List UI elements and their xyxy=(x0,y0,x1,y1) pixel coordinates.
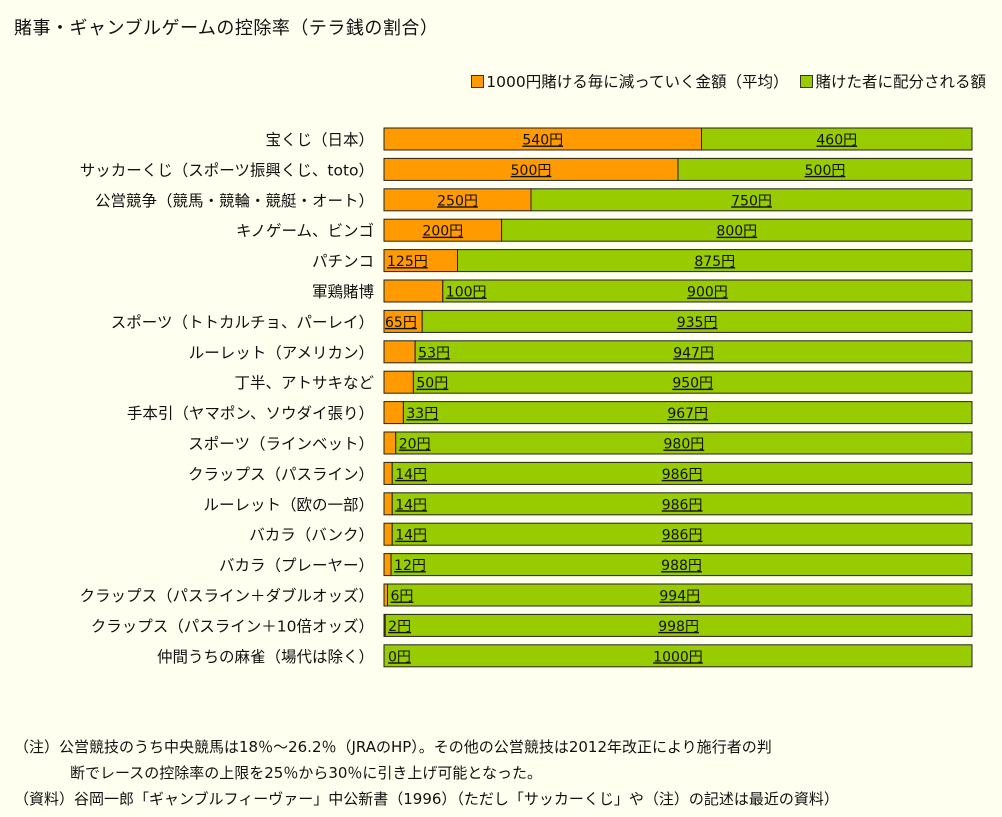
bar-player xyxy=(391,461,973,485)
category-label: クラップス（パスライン） xyxy=(188,465,374,483)
value-label-player: 750円 xyxy=(731,193,772,209)
value-label-house: 200円 xyxy=(422,224,463,240)
value-label-player: 500円 xyxy=(805,163,846,179)
bar-house xyxy=(383,340,416,364)
legend-swatch-house xyxy=(471,74,485,88)
value-label-house: 53円 xyxy=(418,345,450,361)
value-label-player: 950円 xyxy=(672,376,713,392)
chart-title: 賭事・ギャンブルゲームの控除率（テラ銭の割合） xyxy=(14,18,439,39)
bar-player xyxy=(402,401,973,425)
legend-item-house: 1000円賭ける毎に減っていく金額（平均） xyxy=(471,70,788,92)
bar-player xyxy=(421,309,973,333)
value-label-player: 980円 xyxy=(664,437,705,453)
value-label-house: 500円 xyxy=(511,163,552,179)
category-label: 仲間うちの麻雀（場代は除く） xyxy=(157,648,374,666)
category-label: ルーレット（欧の一部） xyxy=(203,496,374,514)
bar-player xyxy=(395,431,973,455)
bar-house xyxy=(383,370,414,394)
category-label: 公営競争（競馬・競輪・競艇・オート） xyxy=(95,192,374,210)
bar-player xyxy=(391,492,973,516)
value-label-house: 14円 xyxy=(395,528,427,544)
value-label-house: 33円 xyxy=(406,406,438,422)
value-label-house: 6円 xyxy=(391,589,414,605)
value-label-house: 2円 xyxy=(388,619,411,635)
bar-house xyxy=(383,401,404,425)
value-label-player: 994円 xyxy=(659,589,700,605)
value-label-player: 800円 xyxy=(716,224,757,240)
category-label: バカラ（バンク） xyxy=(249,526,374,544)
category-label: サッカーくじ（スポーツ振興くじ、toto） xyxy=(80,161,374,179)
bar-house xyxy=(383,461,393,485)
value-label-house: 65円 xyxy=(385,315,417,331)
value-label-house: 540円 xyxy=(522,133,563,149)
category-label: 宝くじ（日本） xyxy=(265,131,374,149)
bar-player xyxy=(412,370,973,394)
value-label-player: 1000円 xyxy=(653,649,703,665)
value-label-player: 460円 xyxy=(816,133,857,149)
legend-swatch-player xyxy=(800,74,814,88)
bar-house xyxy=(383,583,389,607)
category-label: ルーレット（アメリカン） xyxy=(189,344,374,362)
value-label-house: 14円 xyxy=(395,497,427,513)
category-label: 手本引（ヤマポン、ソウダイ張り） xyxy=(127,405,374,423)
category-label: スポーツ（ラインベット） xyxy=(188,435,374,453)
bar-player xyxy=(414,340,973,364)
bar-player xyxy=(677,157,973,181)
category-label: 軍鶏賭博 xyxy=(312,283,374,301)
value-label-player: 986円 xyxy=(662,497,703,513)
category-label: パチンコ xyxy=(312,253,374,271)
bar-player xyxy=(442,279,973,303)
category-label: クラップス（パスライン＋10倍オッズ） xyxy=(91,617,374,635)
bar-player xyxy=(501,218,973,242)
value-label-player: 900円 xyxy=(687,285,728,301)
bar-house xyxy=(383,431,397,455)
bar-house xyxy=(383,279,444,303)
category-label: 丁半、アトサキなど xyxy=(234,374,374,392)
category-label: キノゲーム、ビンゴ xyxy=(236,221,374,240)
legend-label-house: 1000円賭ける毎に減っていく金額（平均） xyxy=(486,73,789,91)
bar-player xyxy=(387,583,973,607)
value-label-player: 967円 xyxy=(667,406,708,422)
value-label-house: 20円 xyxy=(399,437,431,453)
value-label-player: 988円 xyxy=(661,558,702,574)
bar-player xyxy=(530,188,973,212)
bar-player xyxy=(391,522,973,546)
value-label-player: 986円 xyxy=(662,528,703,544)
category-label: クラップス（パスライン＋ダブルオッズ） xyxy=(79,586,374,605)
value-label-player: 998円 xyxy=(658,619,699,635)
value-label-player: 947円 xyxy=(673,345,714,361)
bar-house xyxy=(383,553,392,577)
value-label-house: 12円 xyxy=(394,558,426,574)
value-label-player: 986円 xyxy=(662,467,703,483)
category-label: バカラ（プレーヤー） xyxy=(219,557,374,575)
category-label: スポーツ（トトカルチョ、パーレイ） xyxy=(111,313,374,331)
value-label-house: 125円 xyxy=(387,254,428,270)
value-label-house: 50円 xyxy=(416,376,448,392)
bar-player xyxy=(383,644,973,668)
value-label-player: 935円 xyxy=(677,315,718,331)
bar-house xyxy=(383,492,393,516)
bar-player xyxy=(701,127,973,151)
note-line-1: （注）公営競技のうち中央競馬は18％～26.2％（JRAのHP）。その他の公営競… xyxy=(14,738,772,756)
legend-item-player: 賭けた者に配分される額 xyxy=(800,70,986,92)
value-label-house: 0円 xyxy=(388,649,411,665)
value-label-house: 100円 xyxy=(446,285,487,301)
chart-notes: （注）公営競技のうち中央競馬は18％～26.2％（JRAのHP）。その他の公営競… xyxy=(14,734,839,812)
bar-house xyxy=(383,522,393,546)
bar-player xyxy=(384,613,973,637)
bar-player xyxy=(390,553,973,577)
source-line: （資料）谷岡一郎「ギャンブルフィーヴァー」中公新書（1996）（ただし「サッカー… xyxy=(14,790,839,808)
legend-label-player: 賭けた者に配分される額 xyxy=(815,73,986,91)
note-line-2: 断でレースの控除率の上限を25％から30％に引き上げ可能となった。 xyxy=(70,764,542,782)
value-label-player: 875円 xyxy=(694,254,735,270)
value-label-house: 250円 xyxy=(437,193,478,209)
value-label-house: 14円 xyxy=(395,467,427,483)
chart-legend: 1000円賭ける毎に減っていく金額（平均） 賭けた者に配分される額 xyxy=(471,70,986,92)
bar-player xyxy=(457,249,973,273)
